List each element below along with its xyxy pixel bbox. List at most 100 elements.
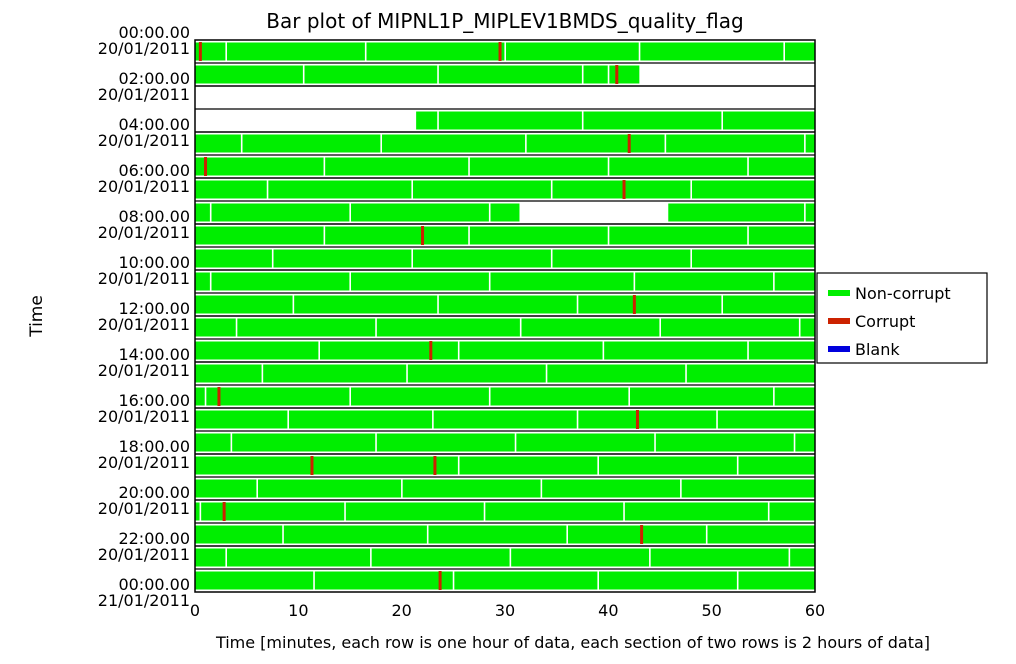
record-separator (659, 318, 661, 337)
corrupt-mark (198, 42, 202, 61)
non-corrupt-bar (195, 134, 815, 153)
record-separator (597, 571, 599, 590)
corrupt-mark (632, 295, 636, 314)
record-separator (457, 456, 460, 475)
record-separator (488, 387, 491, 406)
record-separator (225, 548, 227, 567)
y-tick-date: 20/01/2011 (98, 407, 190, 426)
record-separator (344, 502, 346, 521)
corrupt-mark (217, 387, 221, 406)
y-tick-time: 20:00.00 (118, 483, 190, 502)
record-separator (349, 387, 351, 406)
record-separator (318, 341, 320, 360)
record-separator (525, 134, 527, 153)
y-tick-time: 00:00.00 (118, 23, 190, 42)
non-corrupt-bar (195, 548, 815, 567)
y-tick-date: 21/01/2011 (98, 591, 190, 610)
record-separator (230, 433, 233, 452)
non-corrupt-bar (195, 203, 520, 222)
record-separator (793, 433, 796, 452)
record-separator (514, 433, 517, 452)
non-corrupt-bar (195, 571, 815, 590)
legend-label: Non-corrupt (855, 284, 951, 303)
record-separator (483, 502, 486, 521)
non-corrupt-bar (195, 226, 815, 245)
legend-label: Corrupt (855, 312, 915, 331)
legend: Non-corrupt Corrupt Blank (816, 272, 988, 364)
record-separator (597, 456, 599, 475)
corrupt-mark (222, 502, 226, 521)
record-separator (633, 272, 636, 291)
non-corrupt-bar (195, 364, 815, 383)
record-separator (437, 111, 439, 130)
corrupt-mark (615, 65, 619, 84)
x-tick-label: 40 (598, 601, 618, 620)
record-separator (375, 433, 377, 452)
x-tick-label: 20 (391, 601, 411, 620)
record-separator (602, 341, 605, 360)
corrupt-mark (429, 341, 433, 360)
record-separator (240, 134, 243, 153)
record-separator (680, 479, 682, 498)
non-corrupt-bar (416, 111, 815, 130)
non-corrupt-bar (195, 65, 640, 84)
y-tick-date: 20/01/2011 (98, 315, 190, 334)
record-separator (488, 203, 491, 222)
y-tick-time: 10:00.00 (118, 253, 190, 272)
record-separator (235, 318, 238, 337)
legend-label: Blank (855, 340, 900, 359)
x-tick-label: 0 (190, 601, 200, 620)
y-tick-date: 20/01/2011 (98, 499, 190, 518)
record-separator (468, 226, 470, 245)
y-tick-time: 04:00.00 (118, 115, 190, 134)
y-tick-time: 18:00.00 (118, 437, 190, 456)
record-separator (767, 502, 770, 521)
non-corrupt-bar (195, 318, 815, 337)
record-separator (406, 364, 408, 383)
record-separator (716, 410, 718, 429)
record-separator (623, 502, 625, 521)
non-corrupt-bar (195, 180, 815, 199)
record-separator (545, 364, 548, 383)
record-separator (452, 571, 455, 590)
non-corrupt-bar (195, 502, 815, 521)
x-tick-label: 30 (495, 601, 515, 620)
legend-swatch (828, 318, 850, 324)
x-tick-labels: 0 10 20 30 40 50 60 (190, 601, 825, 620)
x-tick-label: 50 (701, 601, 721, 620)
record-separator (271, 249, 274, 268)
non-corrupt-bar (195, 433, 815, 452)
corrupt-mark (640, 525, 644, 544)
record-separator (721, 111, 723, 130)
non-corrupt-bar (195, 341, 815, 360)
record-separator (411, 180, 413, 199)
record-separator (519, 318, 522, 337)
record-separator (256, 479, 258, 498)
record-separator (747, 226, 749, 245)
non-corrupt-bar (195, 249, 815, 268)
record-separator (225, 42, 227, 61)
y-tick-time: 08:00.00 (118, 207, 190, 226)
record-separator (798, 318, 801, 337)
record-separator (426, 525, 429, 544)
record-separator (690, 249, 692, 268)
corrupt-mark (622, 180, 626, 199)
y-tick-date: 20/01/2011 (98, 269, 190, 288)
y-tick-labels: 00:00.0020/01/201102:00.0020/01/201104:0… (98, 23, 190, 610)
y-tick-time: 14:00.00 (118, 345, 190, 364)
y-tick-date: 20/01/2011 (98, 177, 190, 196)
record-separator (581, 65, 584, 84)
record-separator (313, 571, 315, 590)
record-separator (685, 364, 687, 383)
x-tick-label: 60 (805, 601, 825, 620)
y-tick-time: 22:00.00 (118, 529, 190, 548)
x-axis-label: Time [minutes, each row is one hour of d… (215, 633, 930, 652)
non-corrupt-bar (195, 525, 815, 544)
record-separator (509, 548, 512, 567)
record-separator (349, 203, 351, 222)
record-separator (209, 272, 212, 291)
record-separator (375, 318, 377, 337)
record-separator (349, 272, 351, 291)
corrupt-mark (421, 226, 425, 245)
record-separator (804, 134, 806, 153)
